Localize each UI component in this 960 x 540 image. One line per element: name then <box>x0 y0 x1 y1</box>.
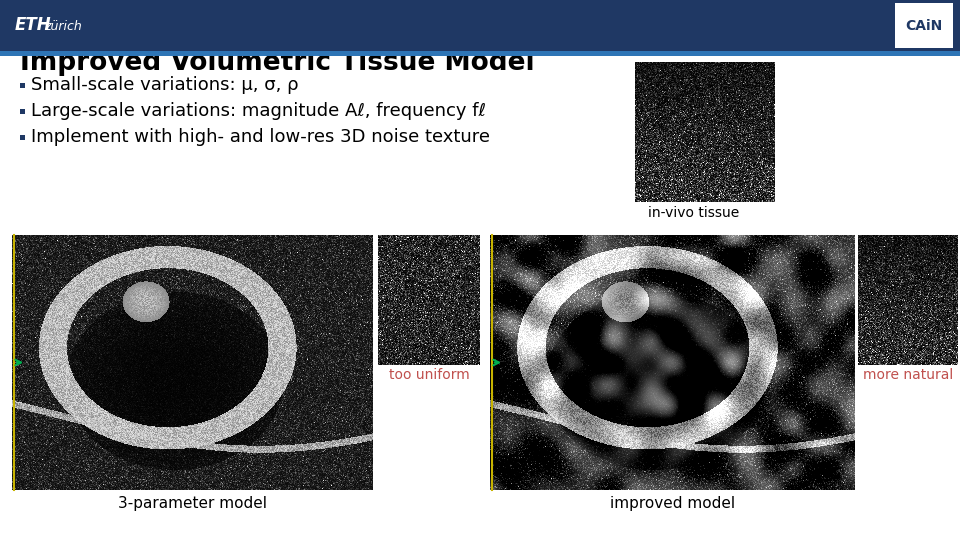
Bar <box>895 3 953 48</box>
Text: improved model: improved model <box>610 496 735 511</box>
Text: too uniform: too uniform <box>389 368 469 382</box>
Text: zürich: zürich <box>44 20 82 33</box>
Text: ETH: ETH <box>15 16 52 33</box>
Bar <box>20 109 25 113</box>
Text: more natural: more natural <box>863 368 953 382</box>
Text: Large-scale variations: magnitude Aℓ, frequency fℓ: Large-scale variations: magnitude Aℓ, fr… <box>31 102 486 120</box>
Text: in-vivo tissue: in-vivo tissue <box>648 206 739 220</box>
Text: Improved Volumetric Tissue Model: Improved Volumetric Tissue Model <box>20 50 535 76</box>
Bar <box>20 134 25 139</box>
Bar <box>0 56 960 540</box>
Text: Implement with high- and low-res 3D noise texture: Implement with high- and low-res 3D nois… <box>31 128 490 146</box>
Bar <box>20 83 25 87</box>
Text: 3-parameter model: 3-parameter model <box>118 496 267 511</box>
Bar <box>0 0 960 51</box>
Text: CAiN: CAiN <box>905 18 943 32</box>
Bar <box>0 51 960 56</box>
Text: Small-scale variations: μ, σ, ρ: Small-scale variations: μ, σ, ρ <box>31 76 299 94</box>
